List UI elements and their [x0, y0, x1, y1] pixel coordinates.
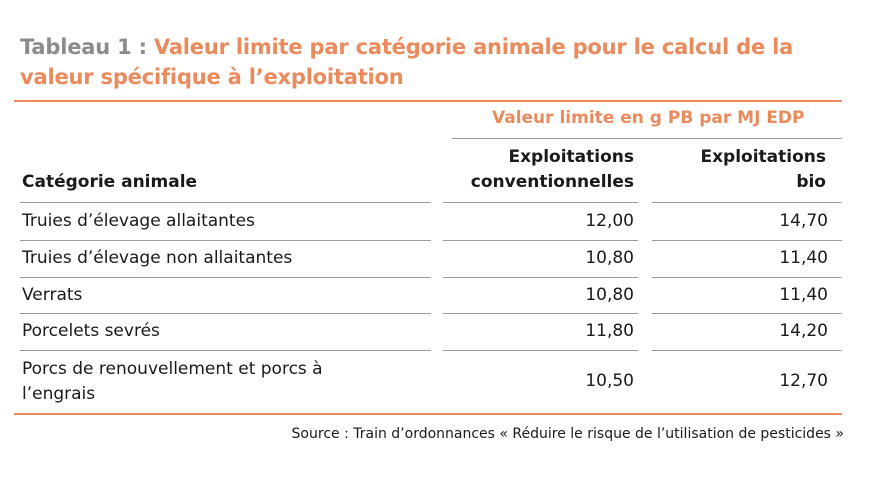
- unit-header: Valeur limite en g PB par MJ EDP: [492, 108, 805, 128]
- table-row-1-conventional: 12,00: [585, 211, 634, 231]
- table-row-4-category: Porcelets sevrés: [22, 321, 160, 341]
- column-header-organic-line-2: bio: [796, 172, 826, 192]
- row-divider: [20, 277, 431, 278]
- table-row-3-conventional: 10,80: [585, 285, 634, 305]
- header-divider-category: [20, 202, 431, 203]
- table-caption: Valeur limite par catégorie animale pour…: [20, 35, 794, 89]
- source-note: Source : Train d’ordonnances « Réduire l…: [291, 426, 844, 442]
- column-header-conventional: Exploitations conventionnelles: [440, 145, 634, 195]
- column-header-conventional-line-2: conventionnelles: [470, 172, 634, 192]
- column-header-category: Catégorie animale: [22, 172, 198, 192]
- table-row-2-category: Truies d’élevage non allaitantes: [22, 248, 293, 268]
- table-row-5-category-line-2: l’engrais: [22, 384, 96, 404]
- column-header-conventional-line-1: Exploitations: [508, 147, 634, 167]
- column-header-organic-line-1: Exploitations: [700, 147, 826, 167]
- table-number: Tableau 1 :: [20, 35, 154, 59]
- table-row-5-category-line-1: Porcs de renouvellement et porcs à: [22, 359, 323, 379]
- table-row-3-organic: 11,40: [779, 285, 828, 305]
- row-divider: [652, 240, 842, 241]
- table-row-5-conventional: 10,50: [585, 371, 634, 391]
- title-divider: [14, 100, 842, 102]
- row-divider: [443, 277, 638, 278]
- table-bottom-divider: [14, 413, 842, 415]
- unit-header-divider: [452, 138, 842, 139]
- row-divider: [443, 240, 638, 241]
- table-row-4-organic: 14,20: [779, 321, 828, 341]
- column-header-organic: Exploitations bio: [660, 145, 826, 195]
- header-divider-conventional: [443, 202, 638, 203]
- row-divider: [652, 277, 842, 278]
- table-row-2-conventional: 10,80: [585, 248, 634, 268]
- row-divider: [652, 313, 842, 314]
- table-row-4-conventional: 11,80: [585, 321, 634, 341]
- row-divider: [443, 350, 638, 351]
- table-row-1-category: Truies d’élevage allaitantes: [22, 211, 255, 231]
- table-row-3-category: Verrats: [22, 285, 83, 305]
- table-title: Tableau 1 : Valeur limite par catégorie …: [20, 32, 840, 92]
- row-divider: [20, 240, 431, 241]
- table-row-2-organic: 11,40: [779, 248, 828, 268]
- row-divider: [443, 313, 638, 314]
- row-divider: [20, 350, 431, 351]
- table-row-1-organic: 14,70: [779, 211, 828, 231]
- row-divider: [652, 350, 842, 351]
- table-row-5-category: Porcs de renouvellement et porcs à l’eng…: [22, 357, 323, 407]
- table-row-5-organic: 12,70: [779, 371, 828, 391]
- row-divider: [20, 313, 431, 314]
- header-divider-organic: [652, 202, 842, 203]
